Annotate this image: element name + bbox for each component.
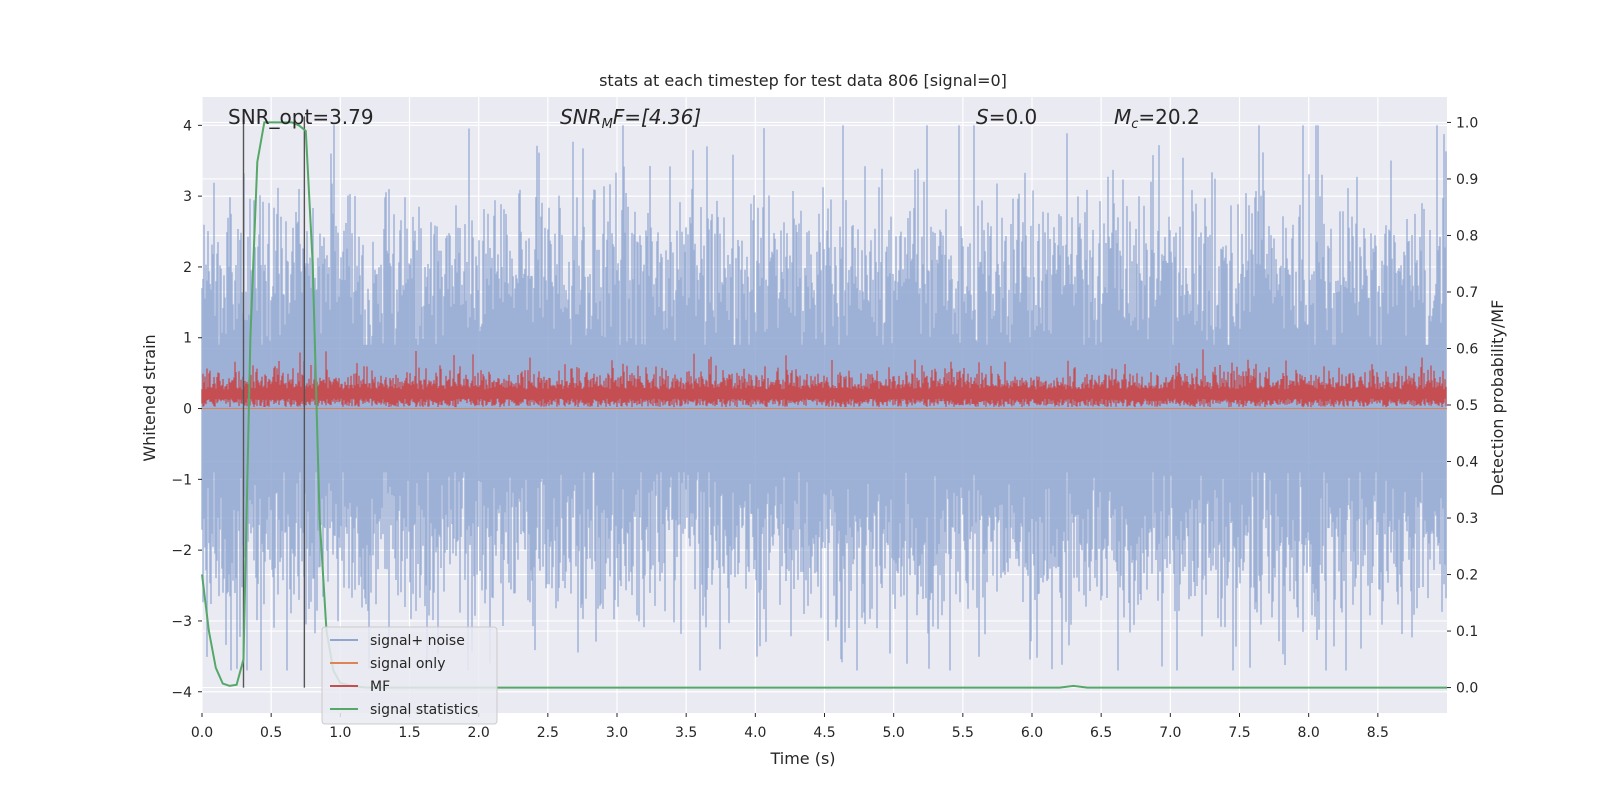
x-tick-label: 8.0 xyxy=(1298,725,1320,741)
x-tick-label: 5.0 xyxy=(883,725,905,741)
x-tick-label: 7.5 xyxy=(1228,725,1250,741)
legend-box xyxy=(321,626,498,725)
s-annotation: S=0.0 xyxy=(976,105,1037,129)
x-tick-label: 7.0 xyxy=(1159,725,1181,741)
y2-tick-label: 0.3 xyxy=(1456,511,1478,527)
y2-tick-label: 0.6 xyxy=(1456,341,1478,357)
y2-tick-label: 1.0 xyxy=(1456,115,1478,131)
y2-tick-label: 0.0 xyxy=(1456,681,1478,697)
y2-tick-label: 0.1 xyxy=(1456,624,1478,640)
y-tick-label: −1 xyxy=(171,472,192,488)
y-tick-label: 0 xyxy=(183,402,192,418)
y-tick-label: 2 xyxy=(183,260,192,276)
x-tick-label: 4.5 xyxy=(813,725,835,741)
x-tick-label: 0.5 xyxy=(260,725,282,741)
legend: signal+ noise signal only MF signal stat… xyxy=(321,626,498,725)
y-tick-label: −3 xyxy=(171,614,192,630)
x-tick-label: 3.5 xyxy=(675,725,697,741)
chart-title: stats at each timestep for test data 806… xyxy=(599,71,1007,90)
x-axis-title: Time (s) xyxy=(769,749,835,768)
legend-label-signal-statistics: signal statistics xyxy=(370,702,478,718)
y2-tick-label: 0.9 xyxy=(1456,172,1478,188)
snr-mf-annotation: SNRMF=[4.36] xyxy=(560,105,701,132)
y2-tick-label: 0.8 xyxy=(1456,228,1478,244)
x-tick-label: 2.5 xyxy=(537,725,559,741)
x-tick-label: 8.5 xyxy=(1367,725,1389,741)
legend-label-signal-only: signal only xyxy=(370,656,445,672)
x-tick-label: 4.0 xyxy=(744,725,766,741)
x-tick-label: 1.0 xyxy=(329,725,351,741)
x-tick-label: 6.0 xyxy=(1021,725,1043,741)
x-tick-label: 0.0 xyxy=(191,725,213,741)
x-tick-label: 3.0 xyxy=(606,725,628,741)
legend-label-mf: MF xyxy=(370,679,390,695)
x-tick-label: 6.5 xyxy=(1090,725,1112,741)
y-tick-label: −2 xyxy=(171,543,192,559)
snr-opt-annotation: SNR_opt=3.79 xyxy=(228,105,374,129)
series-mf xyxy=(201,349,1447,408)
y2-tick-label: 0.7 xyxy=(1456,285,1478,301)
y-axis-title: Whitened strain xyxy=(140,334,159,461)
y2-tick-label: 0.4 xyxy=(1456,455,1478,471)
y-tick-label: 4 xyxy=(183,118,192,134)
y2-tick-label: 0.2 xyxy=(1456,568,1478,584)
legend-label-signal-noise: signal+ noise xyxy=(370,633,465,649)
x-tick-label: 2.0 xyxy=(468,725,490,741)
mc-annotation: Mc=20.2 xyxy=(1114,105,1200,132)
series-signal-statistics xyxy=(201,121,1447,689)
x-tick-label: 5.5 xyxy=(952,725,974,741)
y2-axis-title: Detection probability/MF xyxy=(1488,300,1507,497)
y-tick-label: 3 xyxy=(183,189,192,205)
y-tick-label: −4 xyxy=(171,685,192,701)
x-tick-label: 1.5 xyxy=(398,725,420,741)
y2-tick-label: 0.5 xyxy=(1456,398,1478,414)
y-tick-label: 1 xyxy=(183,331,192,347)
